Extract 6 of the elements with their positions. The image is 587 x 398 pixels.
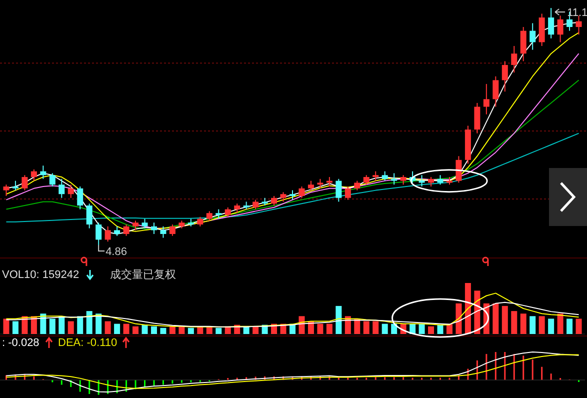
chart-subtitle: DEA: -0.110 [58,337,118,349]
chart-title: VOL10: 159242 [2,269,80,281]
chart-subtitle: 成交量已复权 [110,268,176,281]
text: 4.86 [106,246,127,258]
chart-title: : -0.028 [2,337,40,349]
annotation: 11.1 [567,7,587,19]
